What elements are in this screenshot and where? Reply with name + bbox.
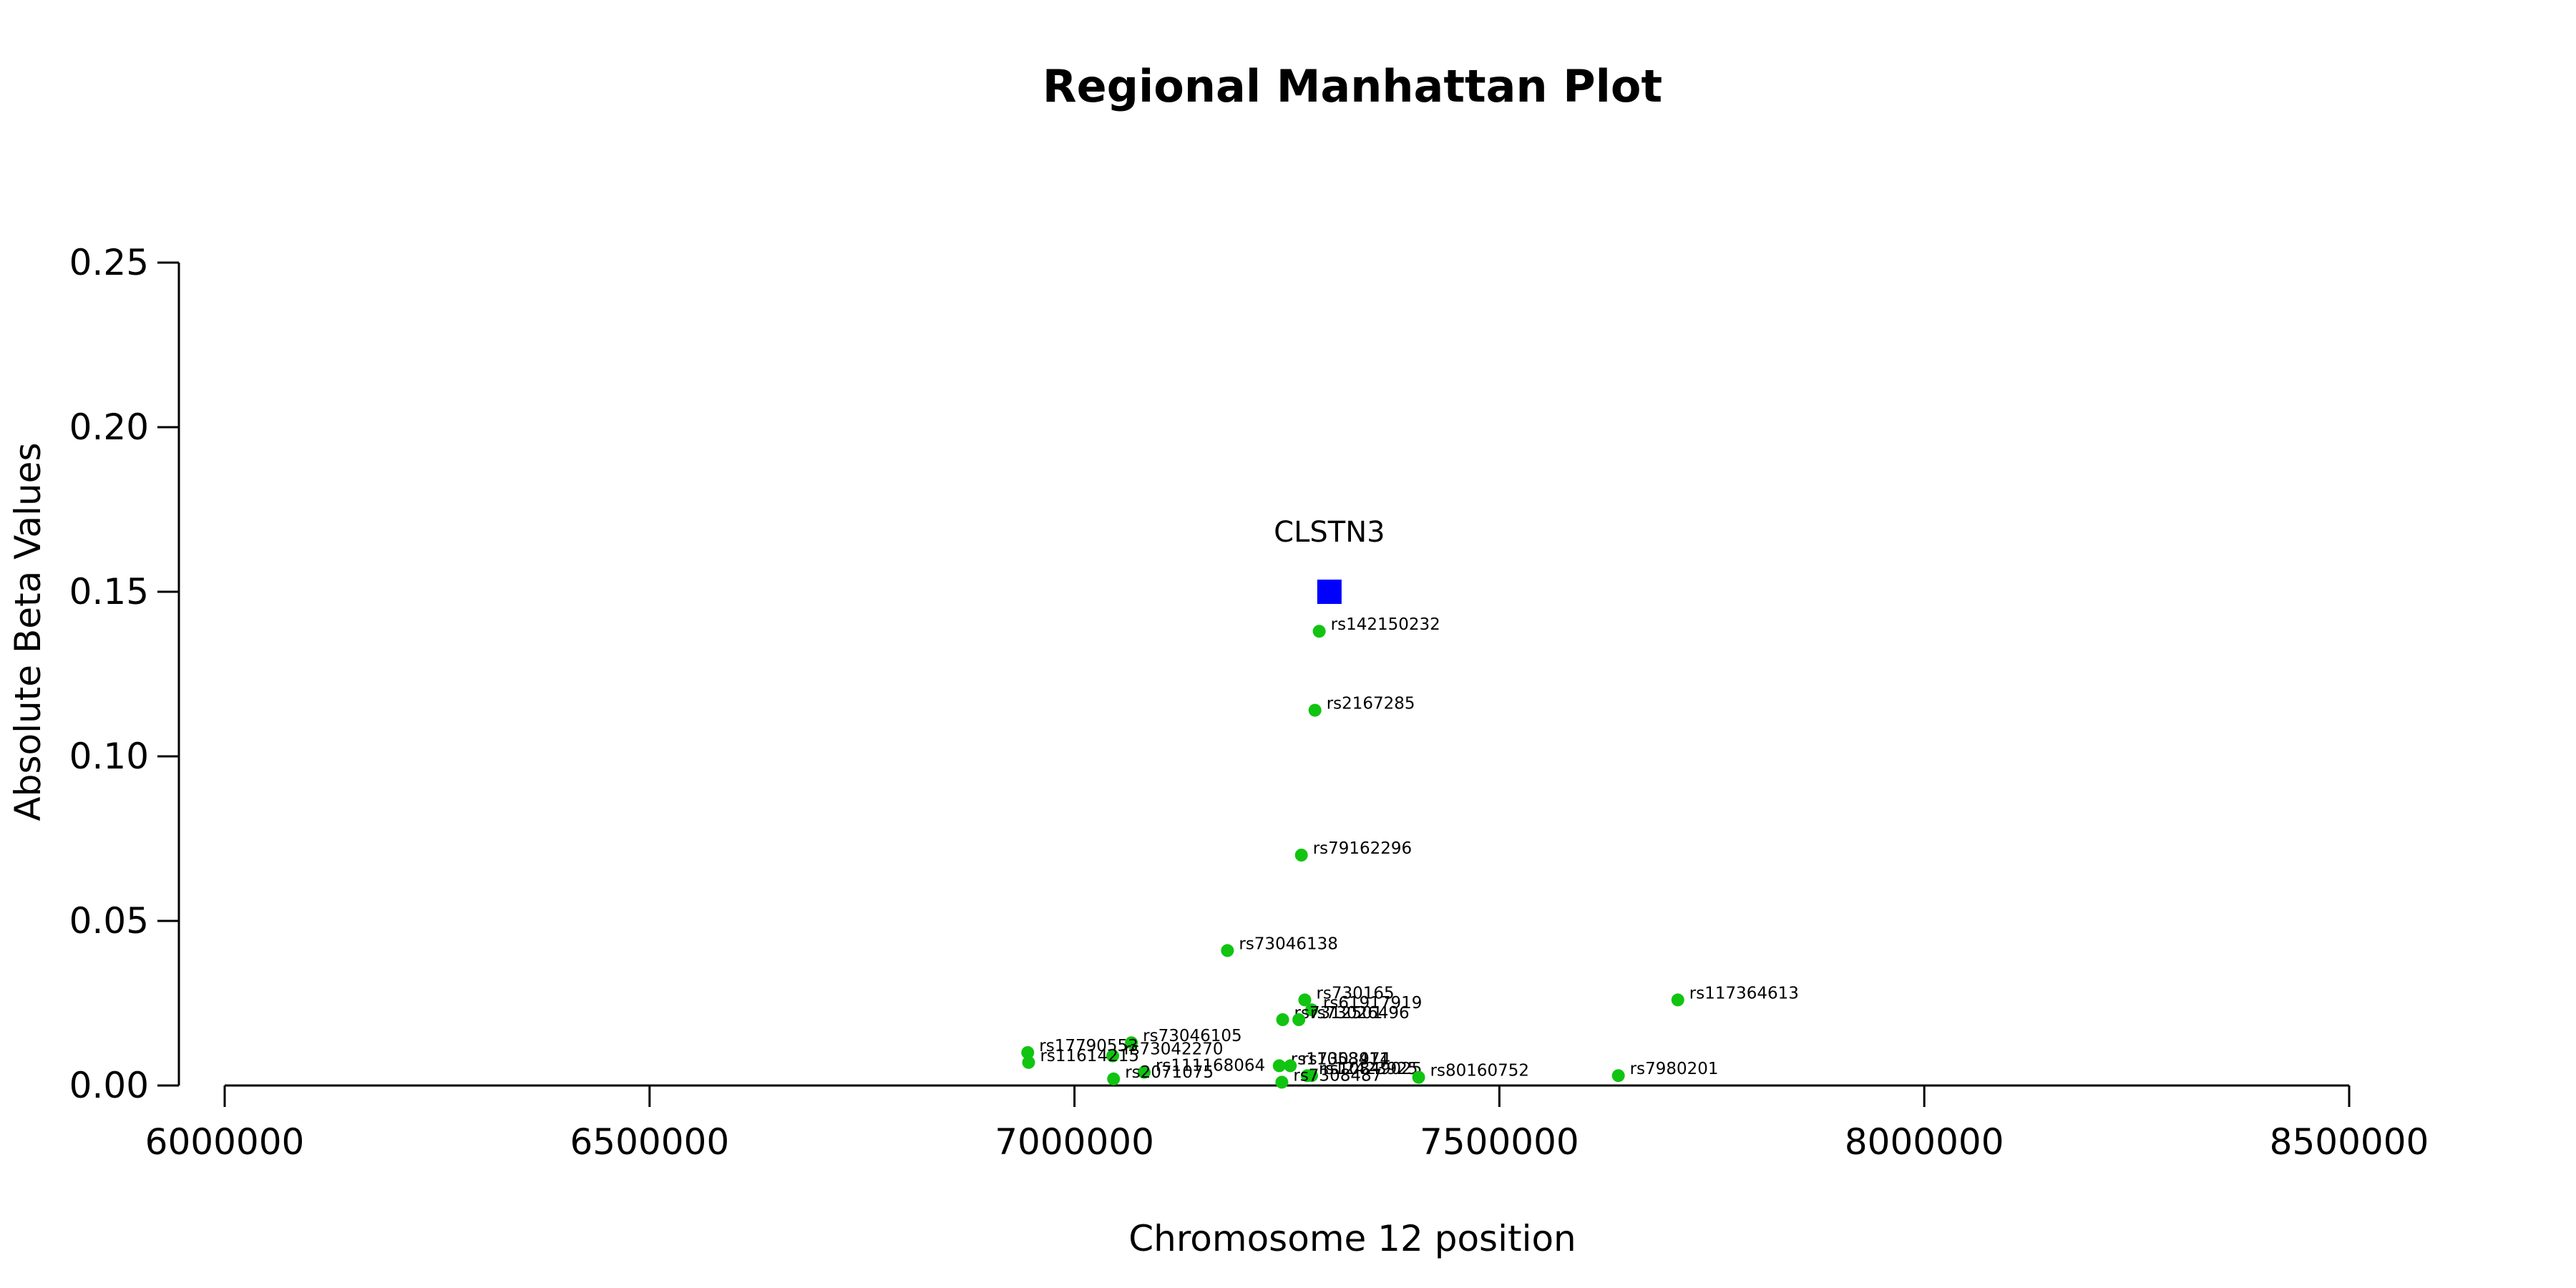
snp-point [1412,1070,1425,1084]
snp-label: rs117364613 [1689,984,1799,1002]
gene-marker [1317,580,1342,604]
snp-point [1021,1046,1035,1059]
snp-point [1137,1065,1151,1079]
snp-label: rs73026496 [1310,1004,1410,1023]
y-axis: 0.00 0.05 0.10 0.15 0.20 0.25 [69,242,180,1106]
x-tick-label: 7000000 [995,1121,1154,1163]
y-tick-label: 0.10 [69,736,149,777]
y-axis-label: Absolute Beta Values [7,443,49,821]
x-axis: 6000000 6500000 7000000 7500000 8000000 85000… [145,1084,2429,1163]
snp-label: rs12423925 [1319,1060,1418,1078]
y-tick-label: 0.00 [69,1065,149,1106]
snp-label: rs11614215 [1040,1047,1139,1065]
snp-label: rs7980201 [1630,1060,1719,1078]
snp-label: rs73046105 [1143,1027,1242,1045]
x-tick-label: 6500000 [570,1121,729,1163]
snp-label: rs73042270 [1124,1040,1224,1059]
chart-title: Regional Manhattan Plot [1043,60,1662,112]
snp-label: rs7308487 [1293,1066,1382,1085]
snp-label: rs7303974 [1302,1050,1390,1068]
snp-label: rs7312501 [1294,1004,1383,1023]
snp-label: rs11058411 [1291,1050,1390,1068]
snp-point [1107,1072,1121,1085]
snp-label: rs111168064 [1156,1057,1265,1075]
x-tick-label: 8500000 [2270,1121,2429,1163]
snp-label: rs73046138 [1239,935,1338,953]
x-tick-label: 7500000 [1420,1121,1579,1163]
snp-label: rs79162296 [1313,839,1413,858]
snp-point [1022,1055,1035,1069]
snp-point [1611,1069,1625,1083]
snp-label: rs730165 [1316,984,1394,1002]
snp-point [1275,1075,1289,1089]
gene-label: CLSTN3 [1274,516,1385,549]
snp-label: rs2167285 [1327,695,1415,713]
y-tick-label: 0.15 [69,571,149,613]
snp-label: rs17790553 [1039,1037,1138,1055]
snp-point [1272,1059,1286,1073]
snp-point [1304,1003,1318,1017]
x-tick-label: 6000000 [145,1121,305,1163]
snp-label: rs61917919 [1323,994,1423,1013]
y-tick-label: 0.20 [69,406,149,448]
snp-point [1221,944,1234,957]
snp-point [1125,1036,1138,1050]
x-tick-label: 8000000 [1845,1121,2004,1163]
snp-point [1284,1059,1297,1073]
snp-point [1671,993,1684,1007]
y-tick-label: 0.25 [69,242,149,283]
snp-point [1304,1069,1318,1083]
snp-label: rs142150232 [1331,615,1440,634]
snp-point [1276,1013,1289,1026]
y-tick-label: 0.05 [69,900,149,942]
snp-point [1294,849,1308,862]
snp-point [1292,1013,1306,1026]
snp-point [1312,625,1326,638]
snp-label: rs10849025 [1323,1060,1423,1078]
snp-label: rs80160752 [1430,1062,1530,1080]
snp-point [1308,703,1322,717]
data-points: rs142150232 rs2167285 rs79162296 rs73046138… [1021,615,1799,1089]
gene-marker-group: CLSTN3 [1274,516,1385,604]
x-axis-label: Chromosome 12 position [1128,1218,1576,1259]
snp-label: rs2071075 [1125,1063,1214,1082]
snp-point [1106,1049,1120,1063]
snp-point [1298,993,1312,1007]
